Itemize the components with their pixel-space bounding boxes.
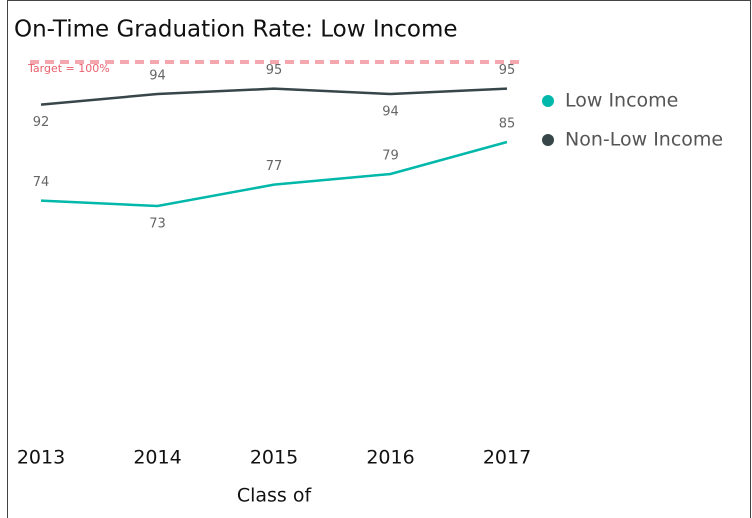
data-label: 77 [266, 159, 283, 174]
x-axis-title: Class of [237, 485, 313, 507]
data-label: 79 [382, 149, 399, 164]
series-line [40, 140, 508, 208]
legend-marker [542, 134, 554, 146]
chart-title: On-Time Graduation Rate: Low Income [14, 17, 458, 43]
x-tick-label: 2013 [17, 447, 65, 469]
data-label: 92 [33, 115, 50, 130]
x-tick-label: 2015 [250, 447, 298, 469]
legend-label: Non-Low Income [565, 129, 723, 151]
data-label: 85 [499, 117, 516, 132]
data-label: 94 [149, 69, 166, 84]
data-label: 95 [499, 63, 516, 78]
x-tick-label: 2016 [366, 447, 414, 469]
legend-label: Low Income [565, 90, 678, 112]
legend-marker [542, 95, 554, 107]
data-label: 95 [266, 63, 283, 78]
data-label: 73 [149, 217, 166, 232]
x-tick-label: 2014 [133, 447, 181, 469]
frame [7, 0, 751, 518]
series-line [40, 87, 508, 106]
data-label: 74 [33, 175, 50, 190]
data-label: 94 [382, 105, 399, 120]
target-label: Target = 100% [27, 62, 110, 75]
x-tick-label: 2017 [483, 447, 531, 469]
